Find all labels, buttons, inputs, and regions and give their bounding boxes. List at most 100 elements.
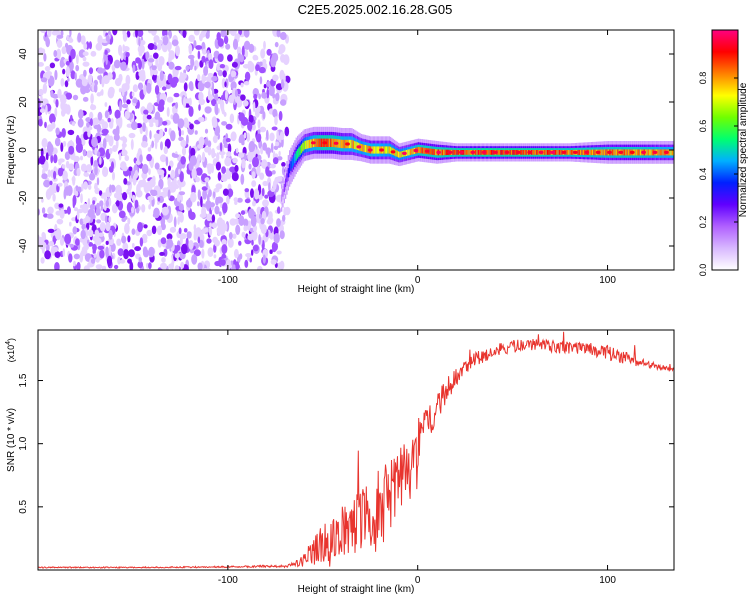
noise-speckle bbox=[69, 30, 72, 37]
noise-speckle bbox=[122, 242, 129, 251]
noise-speckle bbox=[198, 239, 204, 248]
noise-speckle bbox=[126, 99, 131, 105]
ridge-band bbox=[502, 150, 505, 155]
noise-speckle bbox=[167, 177, 171, 188]
noise-speckle bbox=[82, 56, 87, 62]
ridge-band bbox=[627, 149, 630, 156]
noise-speckle bbox=[195, 45, 203, 50]
ridge-band bbox=[578, 149, 580, 155]
noise-speckle bbox=[77, 32, 82, 43]
noise-speckle bbox=[89, 111, 94, 120]
ridge-band bbox=[566, 150, 568, 155]
ridge-band bbox=[363, 144, 365, 152]
noise-speckle bbox=[93, 83, 98, 93]
noise-speckle bbox=[123, 249, 129, 260]
noise-speckle bbox=[206, 163, 214, 170]
ridge-band bbox=[476, 150, 478, 155]
ridge-band bbox=[287, 168, 289, 178]
ridge-band bbox=[622, 149, 624, 156]
noise-speckle bbox=[247, 61, 255, 73]
noise-speckle bbox=[132, 174, 137, 186]
noise-speckle bbox=[113, 264, 119, 270]
noise-speckle bbox=[186, 234, 192, 239]
noise-speckle bbox=[69, 221, 72, 227]
noise-speckle bbox=[279, 230, 285, 240]
noise-speckle bbox=[82, 51, 89, 56]
noise-speckle bbox=[148, 204, 152, 210]
ridge-band bbox=[306, 140, 308, 149]
noise-speckle bbox=[189, 84, 194, 92]
noise-speckle bbox=[224, 81, 227, 88]
noise-speckle bbox=[134, 246, 142, 252]
ridge-band bbox=[580, 149, 582, 155]
noise-speckle bbox=[198, 116, 205, 123]
noise-speckle bbox=[40, 30, 47, 34]
noise-speckle bbox=[101, 265, 107, 270]
noise-speckle bbox=[44, 160, 49, 172]
noise-speckle bbox=[183, 96, 187, 109]
noise-speckle bbox=[197, 201, 200, 207]
noise-speckle bbox=[105, 246, 109, 258]
noise-speckle bbox=[214, 125, 221, 136]
ridge-band bbox=[293, 156, 295, 166]
ridge-band bbox=[649, 149, 651, 156]
ridge-band bbox=[489, 150, 491, 155]
noise-speckle bbox=[228, 94, 235, 104]
noise-speckle bbox=[67, 129, 75, 136]
noise-speckle bbox=[53, 50, 58, 58]
ridge-band bbox=[299, 145, 301, 155]
ridge-band bbox=[318, 138, 320, 147]
noise-speckle bbox=[166, 238, 174, 249]
noise-speckle bbox=[157, 169, 165, 176]
noise-speckle bbox=[165, 156, 169, 167]
noise-speckle bbox=[68, 38, 74, 43]
noise-speckle bbox=[229, 30, 237, 37]
noise-speckle bbox=[46, 213, 54, 219]
noise-speckle bbox=[120, 52, 124, 61]
noise-speckle bbox=[221, 30, 226, 35]
noise-speckle bbox=[95, 42, 103, 51]
noise-speckle bbox=[104, 49, 108, 55]
noise-speckle bbox=[69, 243, 74, 248]
noise-speckle bbox=[129, 261, 134, 270]
noise-speckle bbox=[107, 72, 113, 80]
noise-speckle bbox=[127, 258, 132, 264]
ridge-band bbox=[601, 149, 603, 156]
noise-speckle bbox=[108, 147, 113, 155]
noise-speckle bbox=[232, 233, 237, 239]
noise-speckle bbox=[220, 173, 228, 182]
noise-speckle bbox=[167, 189, 171, 199]
noise-speckle bbox=[74, 207, 78, 212]
noise-speckle bbox=[226, 158, 231, 164]
noise-speckle bbox=[269, 132, 275, 142]
noise-speckle bbox=[108, 216, 112, 223]
noise-speckle bbox=[157, 39, 163, 45]
ridge-band bbox=[320, 138, 323, 147]
noise-speckle bbox=[105, 54, 108, 66]
noise-speckle bbox=[237, 197, 243, 203]
noise-speckle bbox=[251, 239, 254, 246]
ridge-band bbox=[639, 149, 642, 156]
spectrogram-panel: -100 0 100 -40 -20 0 20 40 Height of straight … bbox=[6, 29, 675, 295]
noise-speckle bbox=[205, 181, 209, 188]
noise-speckle bbox=[82, 61, 90, 67]
noise-speckle bbox=[132, 84, 138, 93]
noise-speckle bbox=[221, 121, 228, 126]
noise-speckle bbox=[152, 175, 156, 183]
noise-speckle bbox=[270, 188, 276, 192]
noise-speckle bbox=[179, 182, 182, 191]
ridge-band bbox=[651, 149, 654, 156]
noise-speckle bbox=[146, 82, 152, 94]
noise-speckle bbox=[38, 155, 46, 165]
noise-speckle bbox=[240, 82, 244, 88]
noise-speckle bbox=[121, 235, 127, 244]
ridge-band bbox=[525, 150, 527, 155]
noise-speckle bbox=[189, 64, 193, 71]
x-tick-label: 100 bbox=[599, 275, 616, 286]
noise-speckle bbox=[264, 194, 269, 199]
noise-speckle bbox=[244, 259, 249, 268]
noise-speckle bbox=[149, 122, 154, 128]
noise-speckle bbox=[272, 157, 279, 165]
noise-speckle bbox=[259, 172, 265, 180]
noise-speckle bbox=[38, 157, 41, 166]
